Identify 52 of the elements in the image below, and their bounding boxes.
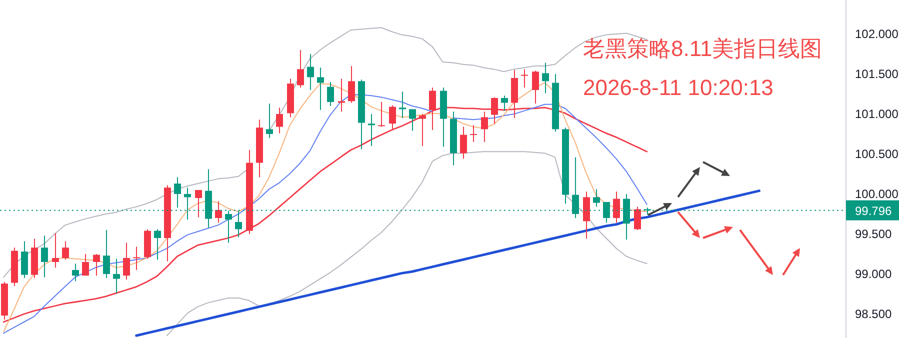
candlestick bbox=[133, 246, 140, 270]
text: 2026-8-11 10:20:13 bbox=[583, 75, 774, 100]
y-tick-label: 102.000 bbox=[855, 26, 899, 41]
candlestick bbox=[399, 91, 406, 118]
candlestick bbox=[82, 254, 89, 276]
y-tick-label: 100.000 bbox=[855, 186, 899, 201]
candlestick bbox=[113, 258, 120, 294]
candlestick bbox=[266, 103, 273, 138]
candlestick bbox=[307, 54, 314, 90]
candlestick bbox=[62, 240, 69, 260]
candlestick bbox=[348, 66, 355, 104]
candlestick bbox=[276, 107, 283, 134]
candlestick bbox=[123, 242, 130, 280]
candlestick bbox=[72, 263, 79, 282]
y-tick-label: 100.500 bbox=[855, 146, 899, 161]
y-tick-label: 101.000 bbox=[855, 106, 899, 121]
ref-line-label: 99.796 bbox=[855, 204, 892, 218]
candlestick bbox=[613, 191, 620, 224]
candlestick bbox=[215, 200, 222, 224]
candlestick bbox=[593, 188, 600, 208]
y-tick-label: 98.500 bbox=[855, 306, 892, 321]
y-tick-label: 101.500 bbox=[855, 66, 899, 81]
candlestick bbox=[195, 190, 202, 218]
candlestick bbox=[93, 254, 100, 276]
candlestick bbox=[21, 240, 28, 278]
candlestick bbox=[501, 95, 508, 112]
candlestick bbox=[460, 126, 467, 160]
candlestick bbox=[338, 78, 345, 112]
candlestick bbox=[103, 230, 110, 278]
y-tick-label: 99.500 bbox=[855, 226, 892, 241]
candlestick bbox=[481, 111, 488, 142]
candlestick bbox=[368, 114, 375, 146]
candlestick bbox=[521, 68, 528, 88]
candlestick bbox=[52, 232, 59, 268]
candlestick bbox=[542, 62, 549, 94]
y-tick-label: 99.000 bbox=[855, 266, 892, 281]
candlestick bbox=[297, 50, 304, 88]
candlestick bbox=[583, 191, 590, 240]
candlestick bbox=[470, 124, 477, 142]
candlestick bbox=[419, 114, 426, 146]
candlestick bbox=[41, 235, 48, 278]
text: 老黑策略8.11美指日线图 bbox=[583, 36, 822, 61]
candlestick bbox=[634, 206, 641, 230]
line-series bbox=[135, 190, 760, 337]
candlestick bbox=[225, 210, 232, 244]
candlestick bbox=[317, 67, 324, 110]
candlestick bbox=[154, 228, 161, 260]
candlestick bbox=[174, 176, 181, 208]
candlestick bbox=[532, 70, 539, 104]
candlestick bbox=[327, 82, 334, 106]
candlestick bbox=[409, 108, 416, 132]
candlestick bbox=[378, 102, 385, 128]
